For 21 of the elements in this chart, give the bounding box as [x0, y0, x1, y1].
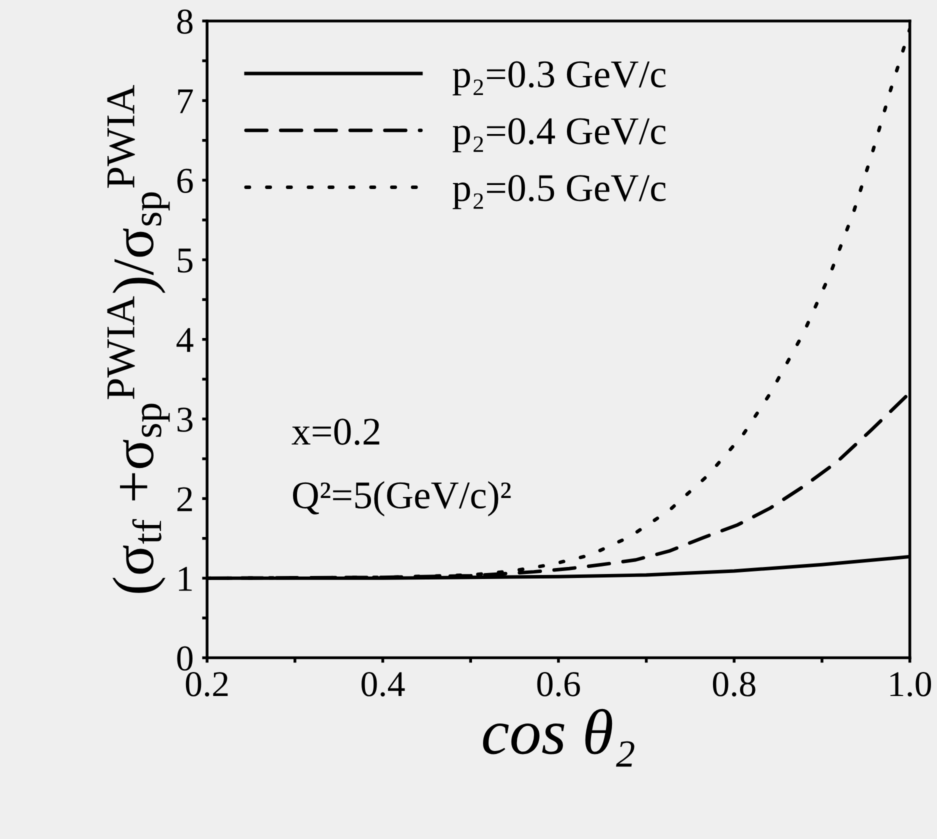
- y-tick-label: 5: [178, 248, 192, 273]
- y-tick-label: 4: [176, 328, 194, 352]
- x-tick-label: 1.0: [890, 672, 932, 697]
- legend-label: p₂=0.5 GeV/c: [452, 175, 666, 210]
- x-axis-title: cos θ₂: [483, 708, 634, 767]
- y-tick-label: 8: [177, 9, 193, 34]
- y-tick-label: 1: [179, 566, 192, 591]
- annotation: Q²=5(GeV/c)²: [293, 481, 511, 516]
- legend-label: p₂=0.3 GeV/c: [452, 61, 666, 96]
- x-tick-label: 0.4: [362, 672, 405, 697]
- y-tick-label: 3: [178, 408, 192, 432]
- legend-label: p₂=0.4 GeV/c: [452, 118, 666, 152]
- x-tick-label: 0.2: [186, 672, 228, 697]
- x-tick-label: 0.8: [712, 672, 756, 697]
- y-tick-label: 2: [177, 487, 192, 512]
- y-tick-label: 0: [177, 646, 193, 671]
- y-axis-title: (σ$_{tf}$ +σ$_{sp}$$^{PWIA}$)/σ$_{sp}$$^{PWIA}$: [107, 84, 170, 593]
- x-tick-label: 0.6: [537, 672, 580, 697]
- y-tick-label: 7: [178, 89, 193, 114]
- annotation: x=0.2: [292, 418, 380, 445]
- y-tick-label: 6: [177, 168, 193, 194]
